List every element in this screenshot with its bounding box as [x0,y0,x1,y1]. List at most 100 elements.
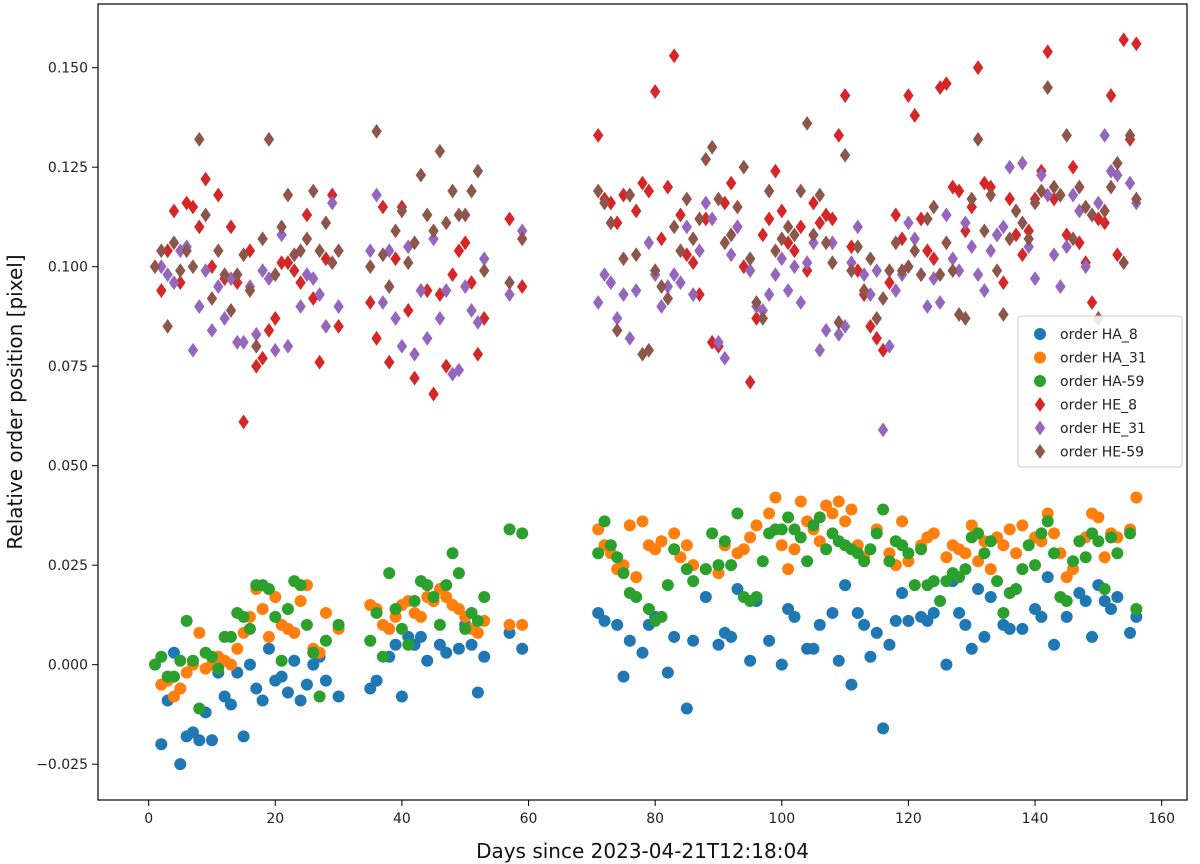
data-point [1067,231,1079,247]
data-point [592,127,604,143]
data-point [814,187,825,203]
data-point [1099,203,1110,219]
data-point [934,295,946,310]
data-point [877,722,890,735]
data-point [605,275,617,290]
data-point [1098,583,1111,596]
data-point [1061,227,1072,243]
data-point [592,183,604,199]
data-point [972,583,985,596]
data-point [1067,187,1079,203]
data-point [763,634,776,647]
data-point [808,227,819,243]
data-point [395,690,408,703]
data-point [991,227,1003,243]
data-point [156,243,167,259]
data-point [219,311,230,326]
data-point [1003,523,1016,536]
data-point [661,579,674,592]
data-point [504,211,515,227]
data-point [680,702,693,715]
data-point [858,618,871,631]
data-point [960,223,971,239]
x-tick-label: 140 [1022,811,1049,827]
data-point [908,579,921,592]
data-point [231,642,244,655]
data-point [1029,195,1041,211]
data-point [668,527,681,540]
data-point [820,543,833,556]
data-point [377,199,389,215]
data-point [744,374,756,390]
data-point [623,634,636,647]
data-point [934,80,946,95]
data-point [884,263,895,279]
data-point [700,151,712,167]
data-point [1036,167,1047,183]
data-point [441,358,452,374]
data-point [611,215,623,231]
data-point [902,614,915,627]
data-point [155,650,168,663]
data-point [782,283,794,298]
y-tick-label: 0.075 [48,359,88,375]
data-point [1010,583,1023,596]
data-point [174,758,187,771]
data-point [775,539,788,552]
data-point [460,207,471,223]
data-point [319,674,332,687]
data-point [903,215,914,231]
data-point [415,167,427,183]
data-point [776,203,787,219]
data-point [884,338,895,354]
data-point [516,642,529,655]
data-point [643,342,655,358]
data-point [314,354,325,370]
legend-label: order HA-59 [1060,374,1144,390]
data-point [1093,195,1104,211]
data-point [712,559,725,572]
data-point [687,287,699,302]
data-point [801,555,814,568]
data-point [320,318,332,334]
data-point [789,243,800,259]
data-point [1079,595,1092,607]
data-point [428,223,439,239]
data-point [656,231,667,247]
data-point [212,662,225,675]
data-point [959,547,972,560]
legend-marker [1034,375,1046,387]
data-point [991,575,1004,588]
data-point [599,195,610,211]
data-point [826,606,839,619]
data-point [605,215,617,231]
data-point [453,362,465,378]
data-point [237,610,250,623]
data-point [414,630,427,643]
data-point [168,203,180,219]
data-point [770,163,781,179]
data-point [1042,187,1053,203]
data-point [902,547,915,560]
data-point [1118,32,1129,48]
data-point [421,654,434,667]
data-point [896,587,909,600]
data-point [870,527,883,540]
data-point [719,195,731,211]
data-point [300,678,313,691]
data-point [865,287,876,302]
data-point [687,575,700,588]
data-point [719,350,731,366]
data-point [725,559,738,572]
data-point [598,515,611,528]
data-point [801,255,813,271]
data-point [706,334,718,350]
data-point [313,690,326,703]
data-point [941,207,952,223]
data-point [706,211,718,227]
data-point [643,235,655,251]
data-point [630,571,643,584]
data-point [200,207,211,223]
data-point [1074,203,1085,219]
data-point [1048,191,1060,207]
